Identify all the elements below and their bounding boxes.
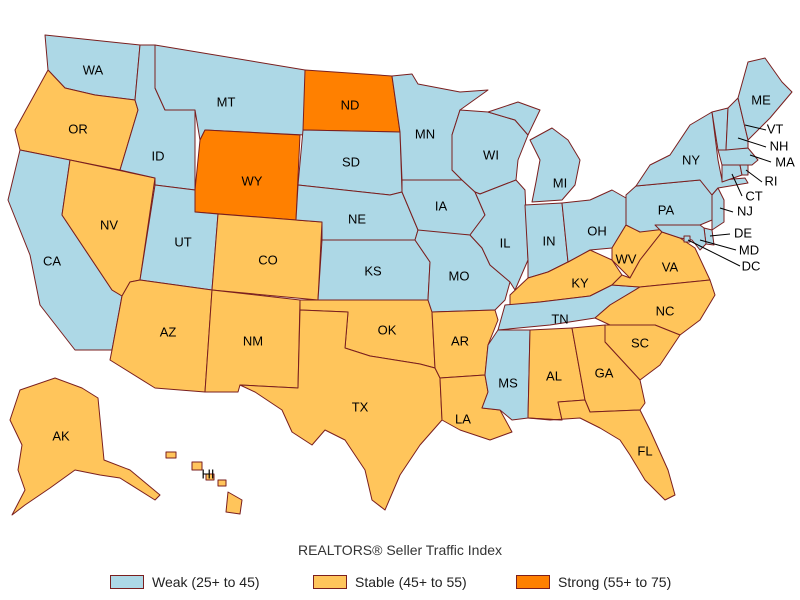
label-wy: WY	[242, 173, 263, 188]
legend-item-weak: Weak (25+ to 45)	[110, 572, 260, 592]
label-me: ME	[751, 92, 771, 107]
label-nh: NH	[770, 138, 789, 153]
label-nc: NC	[656, 303, 675, 318]
label-nd: ND	[341, 97, 360, 112]
label-tn: TN	[551, 311, 568, 326]
label-ms: MS	[498, 375, 518, 390]
label-co: CO	[258, 252, 278, 267]
legend-label-weak: Weak (25+ to 45)	[152, 574, 260, 590]
label-ar: AR	[451, 333, 469, 348]
label-ga: GA	[595, 365, 614, 380]
label-dc: DC	[742, 258, 761, 273]
state-mi[interactable]	[487, 101, 581, 203]
state-hi[interactable]	[165, 451, 243, 515]
label-ma: MA	[775, 154, 795, 169]
state-il[interactable]	[469, 179, 529, 291]
us-map: WA OR CA NV ID MT WY UT AZ CO NM ND SD N…	[7, 34, 795, 516]
label-il: IL	[500, 235, 511, 250]
label-nj: NJ	[737, 203, 753, 218]
legend-item-strong: Strong (55+ to 75)	[516, 572, 671, 592]
label-tx: TX	[352, 399, 369, 414]
state-me[interactable]	[737, 57, 793, 141]
state-wi[interactable]	[451, 109, 529, 195]
label-nm: NM	[243, 333, 263, 348]
label-la: LA	[455, 411, 471, 426]
label-de: DE	[734, 225, 752, 240]
label-or: OR	[68, 121, 88, 136]
legend-item-stable: Stable (45+ to 55)	[313, 572, 467, 592]
label-al: AL	[546, 368, 562, 383]
label-ia: IA	[435, 198, 448, 213]
label-va: VA	[662, 259, 679, 274]
state-fl[interactable]	[527, 399, 676, 501]
label-wa: WA	[83, 62, 104, 77]
legend: Weak (25+ to 45) Stable (45+ to 55) Stro…	[0, 572, 800, 592]
label-ok: OK	[378, 322, 397, 337]
label-sd: SD	[342, 154, 360, 169]
label-in: IN	[543, 233, 556, 248]
state-ma[interactable]	[717, 147, 759, 166]
label-ut: UT	[174, 234, 191, 249]
state-nh[interactable]	[725, 97, 749, 151]
label-oh: OH	[587, 223, 607, 238]
label-nv: NV	[100, 217, 118, 232]
label-sc: SC	[631, 335, 649, 350]
label-mo: MO	[449, 268, 470, 283]
label-ne: NE	[348, 211, 366, 226]
label-mi: MI	[553, 175, 567, 190]
label-az: AZ	[160, 324, 177, 339]
legend-swatch-strong	[516, 575, 550, 589]
label-vt: VT	[767, 121, 784, 136]
label-hi: HI	[202, 466, 215, 481]
label-wv: WV	[616, 251, 637, 266]
state-md[interactable]	[654, 224, 707, 251]
state-nj[interactable]	[711, 187, 725, 231]
state-ak[interactable]	[9, 377, 161, 516]
legend-label-stable: Stable (45+ to 55)	[355, 574, 467, 590]
label-ca: CA	[43, 253, 61, 268]
label-ct: CT	[745, 188, 762, 203]
label-wi: WI	[483, 147, 499, 162]
legend-swatch-weak	[110, 575, 144, 589]
label-mt: MT	[217, 94, 236, 109]
label-ri: RI	[765, 173, 778, 188]
label-pa: PA	[658, 202, 675, 217]
label-ky: KY	[571, 275, 589, 290]
state-tx[interactable]	[239, 309, 443, 511]
label-id: ID	[152, 148, 165, 163]
label-ny: NY	[682, 152, 700, 167]
map-title: REALTORS® Seller Traffic Index	[297, 542, 503, 558]
label-fl: FL	[637, 443, 652, 458]
label-leader-lines	[687, 124, 772, 267]
label-ak: AK	[52, 428, 70, 443]
label-mn: MN	[415, 126, 435, 141]
legend-swatch-stable	[313, 575, 347, 589]
legend-label-strong: Strong (55+ to 75)	[558, 574, 672, 590]
label-md: MD	[739, 242, 759, 257]
label-ks: KS	[364, 263, 382, 278]
